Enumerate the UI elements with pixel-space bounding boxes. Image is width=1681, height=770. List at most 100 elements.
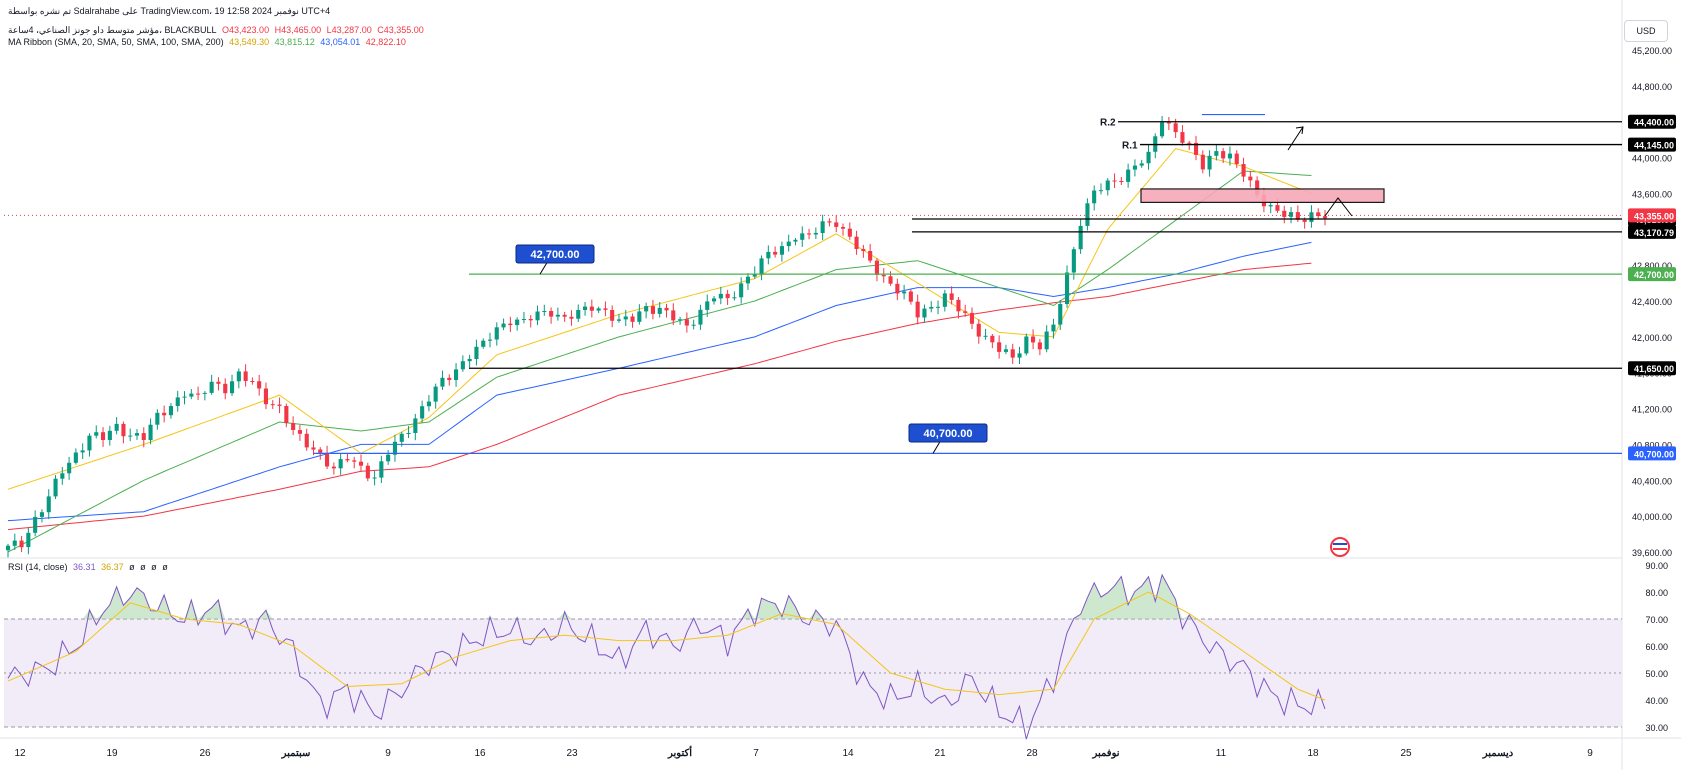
- candle-body: [1166, 122, 1171, 124]
- time-tick-label: 18: [1307, 748, 1319, 759]
- ribbon-title: MA Ribbon (SMA, 20, SMA, 50, SMA, 100, S…: [8, 37, 224, 47]
- currency-button[interactable]: USD: [1624, 20, 1668, 42]
- candle-body: [576, 310, 581, 319]
- candle-body: [1221, 151, 1226, 159]
- candle-body: [148, 424, 153, 441]
- candle-body: [549, 311, 554, 317]
- candle-body: [644, 306, 649, 312]
- candle-body: [1044, 331, 1049, 350]
- candle-body: [311, 447, 316, 450]
- rsi-tick-label: 40.00: [1645, 696, 1668, 706]
- candle-body: [1105, 180, 1110, 191]
- candle-body: [915, 301, 920, 318]
- candle-body: [257, 381, 262, 389]
- candle-body: [352, 460, 357, 462]
- candle-body: [467, 358, 472, 362]
- rsi-tick-label: 50.00: [1645, 669, 1668, 679]
- rsi-empty-3: ø: [151, 562, 157, 572]
- ohlc-close: C43,355.00: [377, 25, 424, 35]
- candle-body: [60, 473, 65, 479]
- candle-body: [841, 227, 846, 229]
- time-tick-label: 12: [14, 748, 26, 759]
- candle-body: [854, 236, 859, 249]
- candle-body: [80, 450, 85, 453]
- axis-label-bg: [1628, 224, 1676, 239]
- candle-body: [773, 251, 778, 255]
- rsi-line: [7, 573, 1326, 740]
- candle-body: [12, 540, 17, 546]
- candle-body: [1323, 216, 1328, 219]
- candle-body: [1003, 349, 1008, 352]
- candle-body: [386, 454, 391, 462]
- axis-level-label: 44,400.00: [1634, 118, 1674, 128]
- candle-body: [270, 404, 275, 406]
- price-tick-label: 43,600.00: [1632, 189, 1672, 199]
- candle-body: [969, 312, 974, 324]
- candle-body: [535, 311, 540, 321]
- candle-body: [1200, 154, 1205, 170]
- candle-body: [908, 291, 913, 302]
- candle-body: [318, 449, 323, 453]
- candle-body: [1234, 153, 1239, 164]
- candle-body: [494, 327, 499, 340]
- candle-body: [786, 241, 791, 247]
- price-tick-label: 45,200.00: [1632, 46, 1672, 56]
- price-tick-label: 39,600.00: [1632, 548, 1672, 558]
- candle-body: [712, 298, 717, 302]
- candle-body: [1065, 272, 1070, 304]
- candle-body: [929, 307, 934, 309]
- candle-body: [664, 307, 669, 311]
- candle-body: [141, 433, 146, 440]
- candle-body: [942, 293, 947, 307]
- time-tick-label: 7: [753, 748, 759, 759]
- candle-body: [94, 432, 99, 436]
- candle-body: [325, 452, 330, 467]
- us-flag-icon[interactable]: [1330, 537, 1350, 557]
- candle-body: [304, 433, 309, 448]
- candle-body: [1024, 336, 1029, 354]
- time-tick-label: 26: [199, 748, 211, 759]
- candle-body: [1092, 190, 1097, 204]
- candle-body: [1160, 122, 1165, 137]
- axis-level-label: 43,170.79: [1634, 228, 1674, 238]
- candle-body: [420, 406, 425, 419]
- candle-body: [433, 386, 438, 402]
- candle-body: [1132, 165, 1137, 170]
- axis-label-bg: [1628, 361, 1676, 376]
- ribbon-value-100: 43,054.01: [320, 37, 361, 47]
- level-tag-R.1: R.1: [1122, 141, 1138, 152]
- candle-body: [739, 283, 744, 298]
- candle-body: [650, 306, 655, 314]
- rsi-tick-label: 90.00: [1645, 561, 1668, 571]
- rsi-tick-label: 70.00: [1645, 615, 1668, 625]
- candle-body: [555, 314, 560, 317]
- candle-body: [603, 308, 608, 310]
- time-tick-label: ديسمبر: [1482, 748, 1514, 759]
- candle-body: [691, 324, 696, 326]
- ohlc-high: H43,465.00: [274, 25, 322, 35]
- candle-body: [1248, 176, 1253, 181]
- candle-body: [392, 441, 397, 455]
- time-tick-label: سبتمبر: [281, 748, 311, 759]
- candle-body: [1146, 151, 1151, 164]
- time-tick-label: 16: [474, 748, 486, 759]
- candle-body: [1051, 324, 1056, 332]
- candle-body: [705, 301, 710, 310]
- candle-body: [827, 221, 832, 223]
- candle-body: [1031, 336, 1036, 343]
- candle-body: [718, 293, 723, 299]
- candle-body: [406, 433, 411, 434]
- time-tick-label: 23: [566, 748, 578, 759]
- candle-body: [1316, 212, 1321, 217]
- candle-body: [6, 545, 11, 551]
- price-tick-label: 42,000.00: [1632, 333, 1672, 343]
- candle-body: [284, 406, 289, 424]
- candle-body: [263, 388, 268, 405]
- candle-body: [997, 342, 1002, 352]
- candle-body: [983, 335, 988, 337]
- candle-body: [73, 452, 78, 463]
- candle-body: [1173, 123, 1178, 133]
- candle-body: [365, 465, 370, 479]
- price-tick-label: 44,800.00: [1632, 82, 1672, 92]
